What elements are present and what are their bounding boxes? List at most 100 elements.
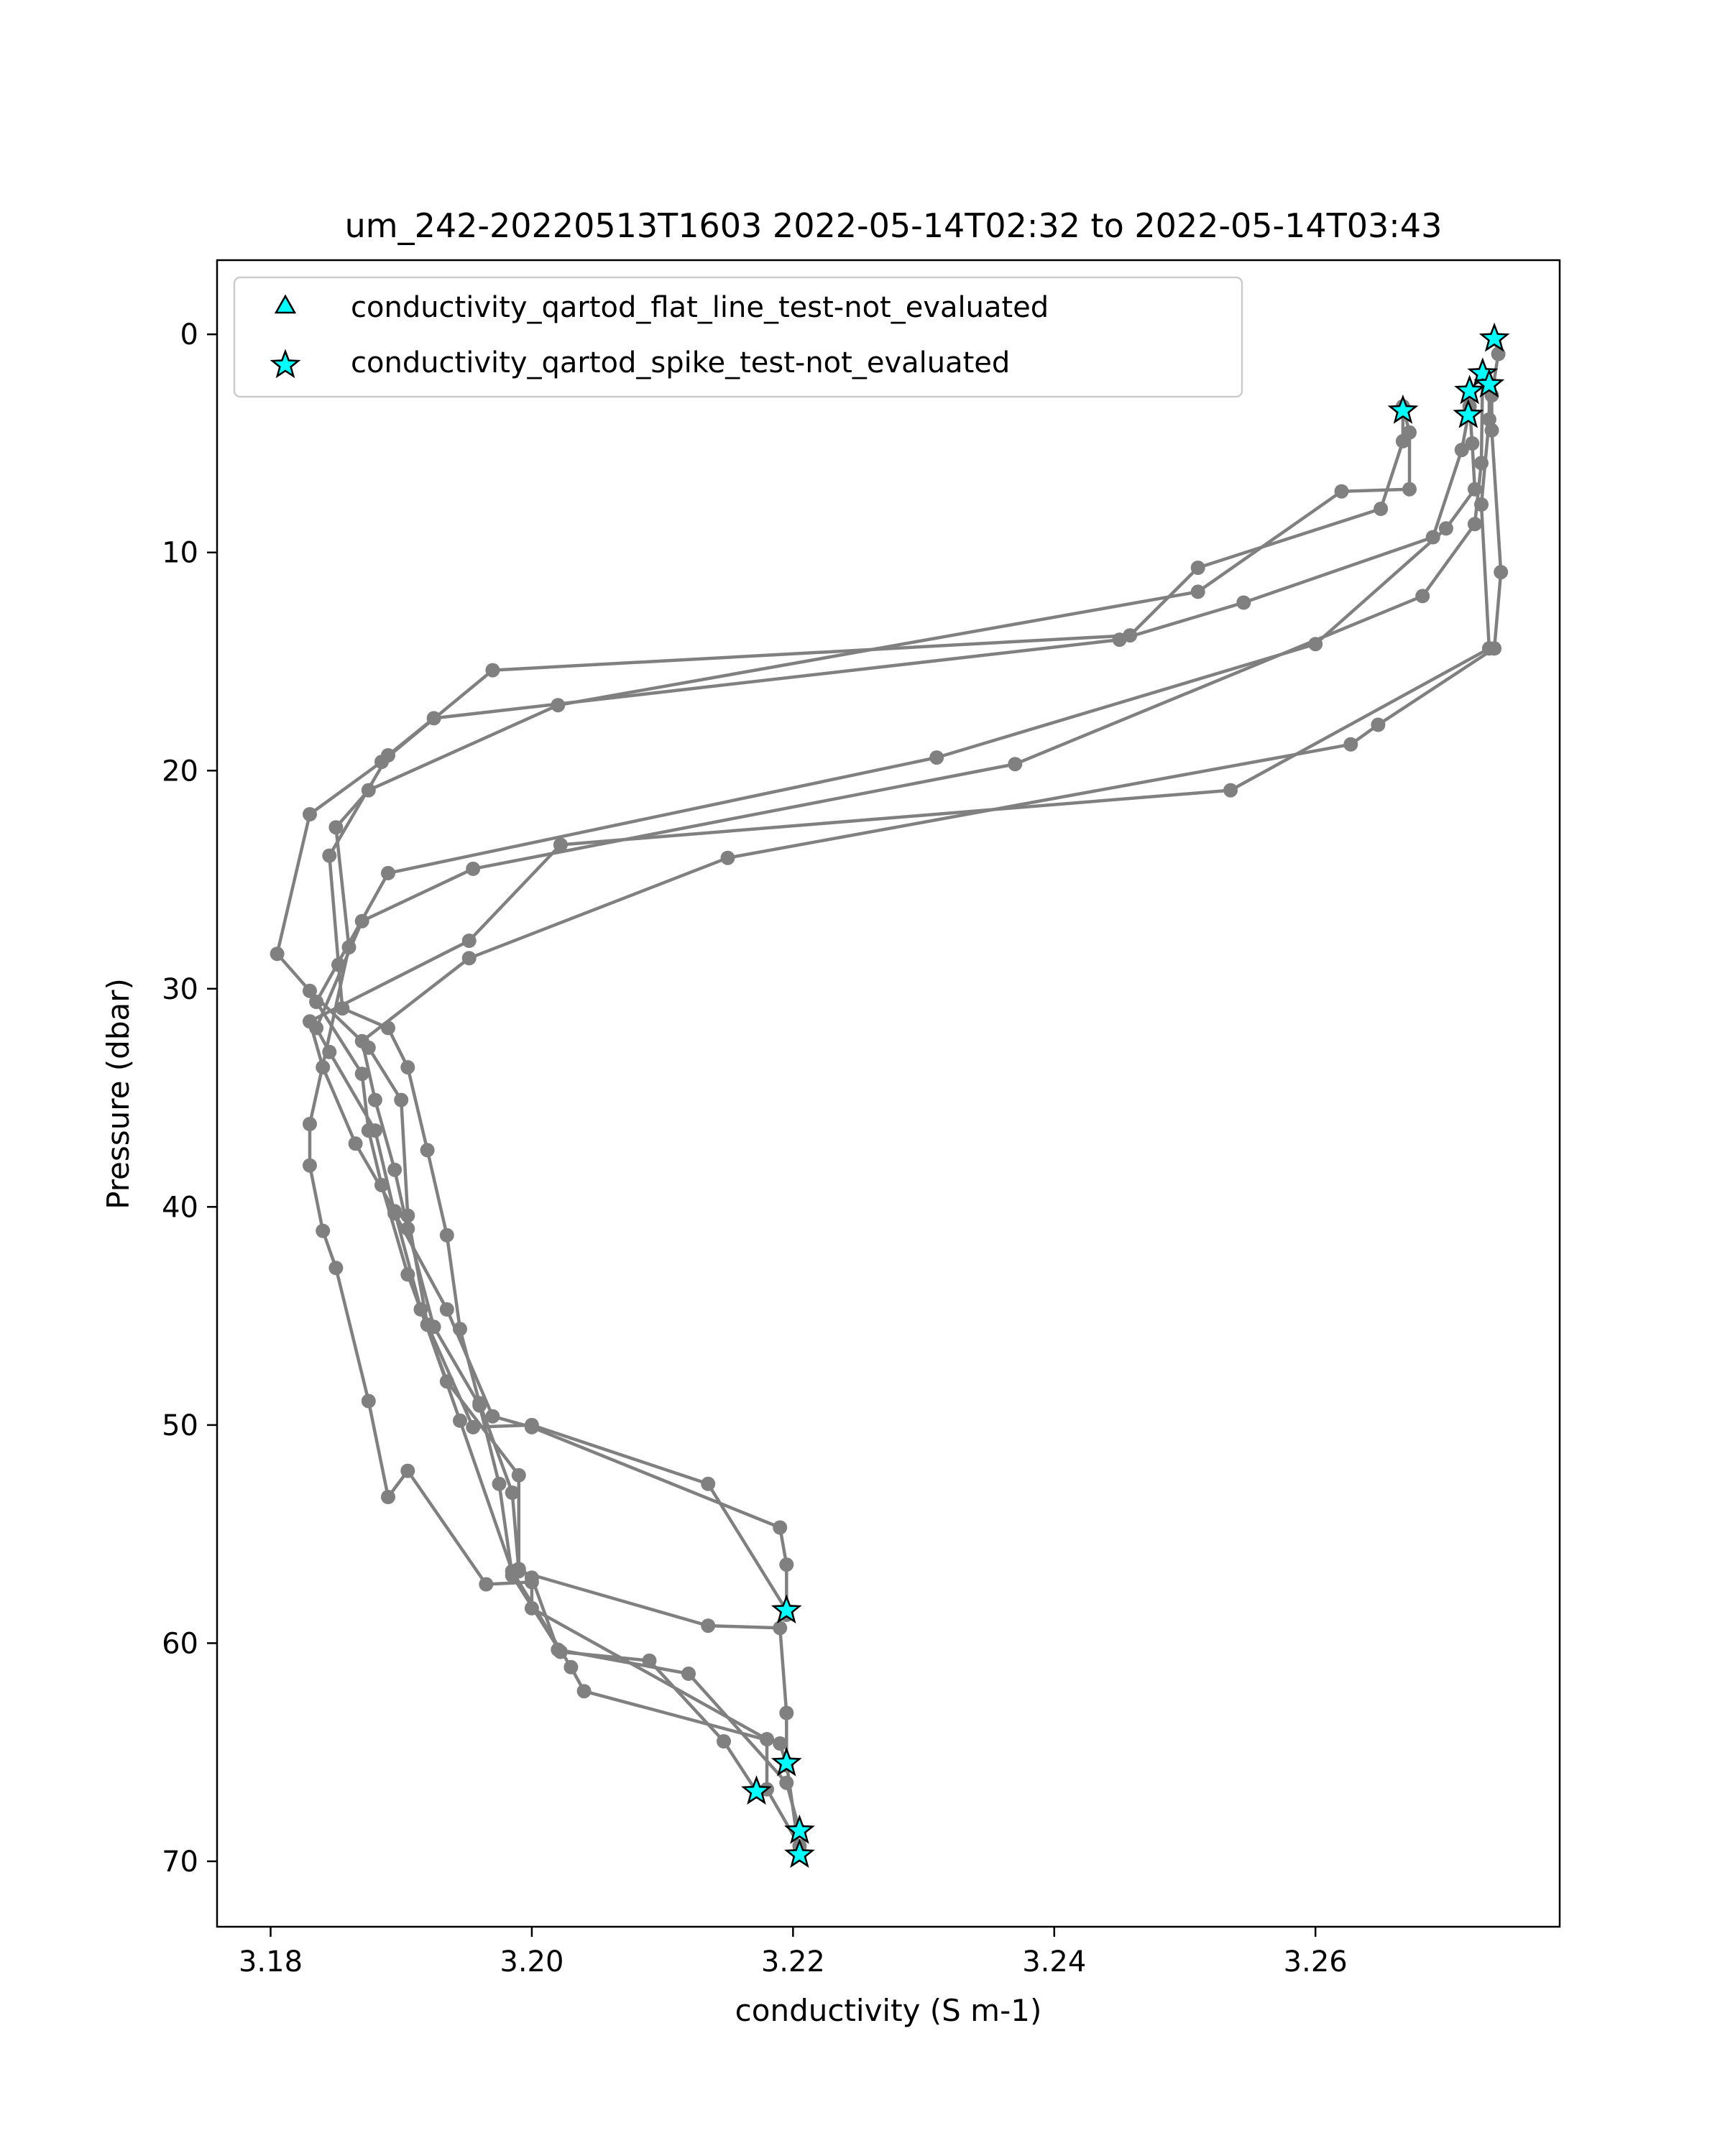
spike-flag-marker <box>1387 394 1419 424</box>
data-point <box>564 1659 579 1674</box>
x-tick-label: 3.22 <box>761 1945 825 1978</box>
data-point <box>439 1227 454 1243</box>
profile-line-4 <box>314 391 1477 1831</box>
y-tick-label: 60 <box>162 1627 198 1660</box>
y-axis-ticks: 0 10 20 30 40 50 60 70 <box>162 318 217 1879</box>
profile-line-7 <box>308 405 1412 1847</box>
x-tick-label: 3.26 <box>1284 1945 1348 1978</box>
data-point <box>1438 521 1453 536</box>
profile-lines <box>275 338 1503 1856</box>
data-point <box>1474 497 1489 512</box>
spike-flag-marker <box>1478 322 1510 352</box>
data-point <box>420 1317 435 1332</box>
data-point <box>485 1409 500 1424</box>
data-point <box>303 1158 317 1173</box>
x-tick-label: 3.24 <box>1022 1945 1086 1978</box>
data-point <box>505 1485 520 1500</box>
y-axis-label: Pressure (dbar) <box>101 978 136 1210</box>
legend-label-flat-line: conductivity_qartod_flat_line_test-not_e… <box>351 291 1049 324</box>
y-tick-label: 40 <box>162 1191 198 1224</box>
data-point <box>1454 443 1469 458</box>
data-point <box>309 995 324 1009</box>
data-point <box>1343 737 1358 752</box>
data-point <box>348 1136 363 1151</box>
plot-frame <box>216 259 1561 1928</box>
data-point <box>1484 423 1499 438</box>
data-point <box>773 1621 788 1636</box>
data-point <box>400 1267 415 1282</box>
profile-line-5 <box>328 415 1471 1856</box>
x-tick-label: 3.18 <box>239 1945 303 1978</box>
legend-box <box>233 276 1243 398</box>
data-point <box>400 1463 415 1478</box>
spike-flag-marker <box>770 1594 802 1624</box>
data-point <box>335 1001 350 1016</box>
data-point <box>426 711 441 726</box>
data-point <box>642 1653 657 1668</box>
data-point <box>413 1302 428 1317</box>
data-point <box>1425 530 1440 545</box>
data-point <box>1008 757 1023 772</box>
y-tick-label: 0 <box>180 318 198 351</box>
data-point <box>1402 425 1417 440</box>
data-point <box>461 934 477 948</box>
y-tick-label: 20 <box>162 755 198 788</box>
data-point <box>466 1419 481 1434</box>
data-point <box>773 1736 788 1751</box>
data-point <box>1190 561 1205 575</box>
data-point <box>387 1206 402 1221</box>
x-axis-label: conductivity (S m-1) <box>735 1993 1042 2028</box>
data-point <box>553 837 568 852</box>
flagged-markers <box>741 322 1510 1869</box>
data-point <box>1123 628 1138 643</box>
data-point <box>1374 502 1389 516</box>
data-point <box>439 1374 454 1389</box>
data-point <box>551 1642 566 1657</box>
data-point <box>331 957 346 972</box>
spike-flag-marker <box>1453 398 1484 428</box>
legend-label-spike: conductivity_qartod_spike_test-not_evalu… <box>351 346 1010 379</box>
spike-flag-marker <box>770 1746 802 1777</box>
data-point <box>322 1044 337 1059</box>
x-tick-label: 3.20 <box>500 1945 564 1978</box>
data-point <box>453 1322 467 1337</box>
spike-flag-marker <box>1454 374 1486 405</box>
data-point <box>303 1117 317 1131</box>
data-point <box>316 1223 331 1238</box>
data-point <box>400 1060 415 1075</box>
data-point <box>524 1575 539 1590</box>
data-point <box>779 1557 794 1572</box>
y-tick-label: 50 <box>162 1409 198 1442</box>
data-point <box>400 1221 415 1236</box>
data-point <box>1402 482 1417 497</box>
data-point <box>551 698 566 713</box>
data-point <box>492 1476 507 1491</box>
data-point <box>367 1092 382 1107</box>
data-point <box>472 1396 487 1411</box>
spike-flag-marker <box>784 1838 815 1869</box>
data-point <box>270 946 285 962</box>
profile-line-6 <box>275 410 1405 1612</box>
spike-flag-marker <box>784 1814 815 1844</box>
data-point <box>374 1178 389 1192</box>
data-point <box>576 1684 592 1699</box>
data-point <box>511 1468 526 1483</box>
data-point <box>361 783 376 798</box>
data-point <box>1308 637 1323 652</box>
data-point <box>760 1732 774 1746</box>
data-point <box>511 1564 526 1579</box>
data-point <box>361 1393 376 1409</box>
chart-title: um_242-20220513T1603 2022-05-14T02:32 to… <box>345 206 1443 245</box>
data-point <box>479 1577 494 1592</box>
star-icon <box>270 349 301 379</box>
y-tick-label: 70 <box>162 1846 198 1879</box>
data-point <box>1491 346 1506 361</box>
data-point <box>322 848 337 863</box>
data-point <box>720 850 735 865</box>
data-point <box>1371 717 1386 732</box>
data-point <box>1467 517 1482 532</box>
data-point <box>381 865 395 880</box>
data-point <box>1481 412 1496 427</box>
spike-flag-marker <box>1473 368 1505 398</box>
